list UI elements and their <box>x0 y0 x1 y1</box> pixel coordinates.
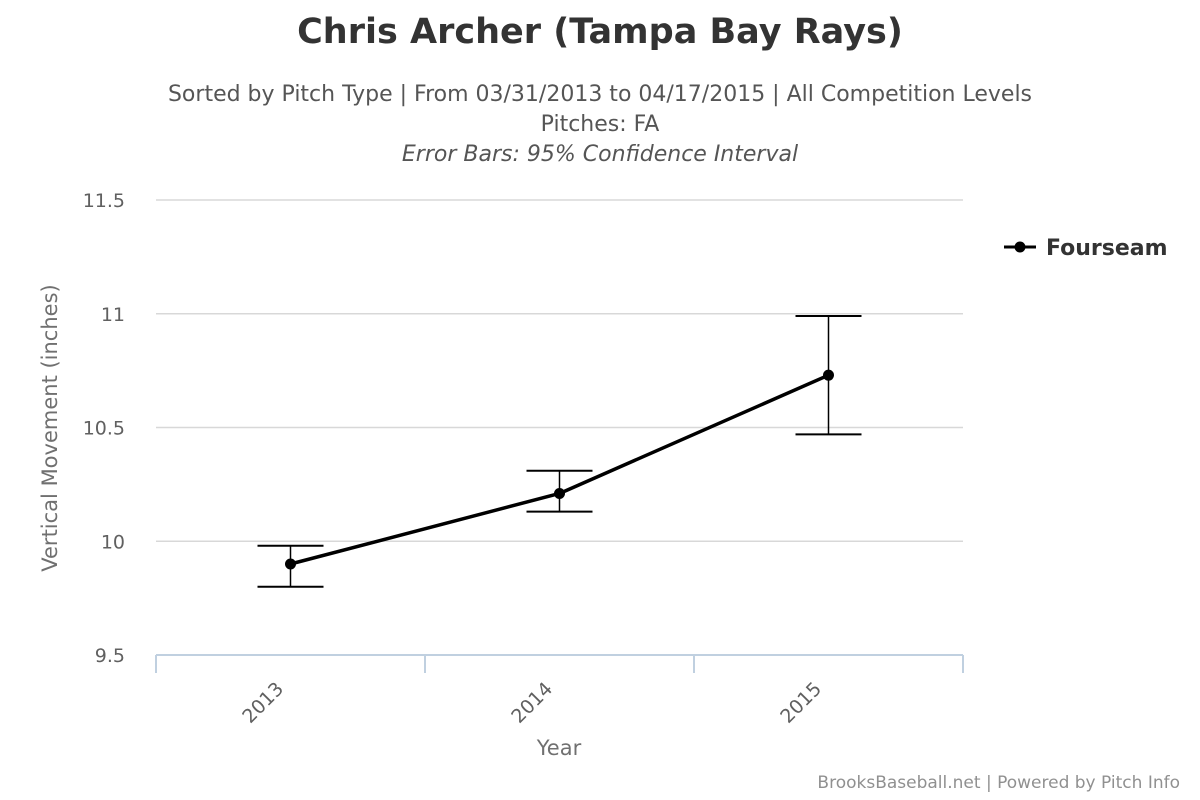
credits-text[interactable]: BrooksBaseball.net | Powered by Pitch In… <box>817 773 1180 793</box>
legend-label-fourseam: Fourseam <box>1046 236 1168 261</box>
chart-subtitle: Sorted by Pitch Type | From 03/31/2013 t… <box>167 82 1033 107</box>
x-tick-label: 2014 <box>507 678 557 728</box>
y-tick-labels: 9.5 10 10.5 11 11.5 <box>83 190 125 667</box>
x-tick-labels: 2013 2014 2015 <box>238 678 826 728</box>
legend-marker <box>1014 241 1026 253</box>
error-bars <box>257 315 862 588</box>
y-tick-label: 11 <box>101 304 125 326</box>
series-line <box>290 373 830 566</box>
y-tick-label: 10.5 <box>83 418 125 440</box>
data-point[interactable] <box>285 558 296 570</box>
x-axis-title: Year <box>536 736 582 760</box>
pitches-line: Pitches: FA <box>540 112 660 137</box>
data-point[interactable] <box>554 487 565 499</box>
y-tick-label: 10 <box>101 531 125 553</box>
y-tick-label: 9.5 <box>95 645 125 667</box>
x-tick-label: 2013 <box>238 678 288 728</box>
chart-title: Chris Archer (Tampa Bay Rays) <box>297 12 903 52</box>
error-bar-note: Error Bars: 95% Confidence Interval <box>401 142 799 167</box>
y-axis-title: Vertical Movement (inches) <box>38 284 62 571</box>
series-fourseam <box>285 369 834 570</box>
data-point[interactable] <box>823 369 834 381</box>
legend[interactable]: Fourseam <box>1004 236 1168 261</box>
x-axis <box>155 654 964 673</box>
x-tick-label: 2015 <box>776 678 826 728</box>
y-tick-label: 11.5 <box>83 190 125 212</box>
